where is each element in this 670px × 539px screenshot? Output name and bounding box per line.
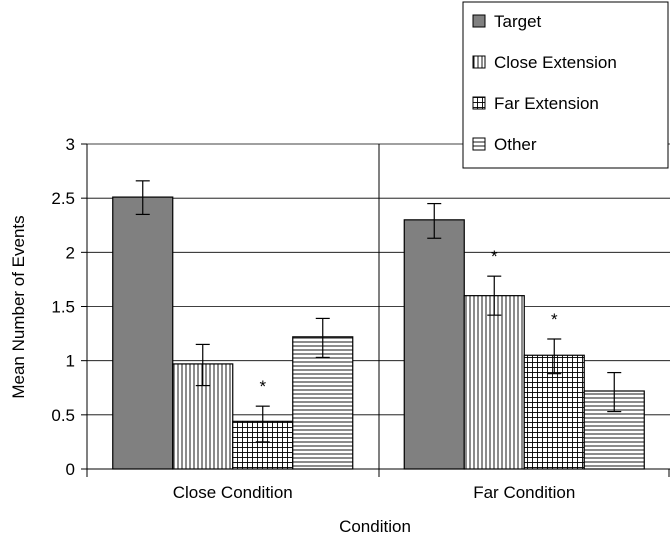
bar bbox=[403, 219, 465, 470]
x-tick-label: Close Condition bbox=[173, 483, 293, 502]
bar bbox=[112, 196, 174, 470]
y-axis-ticks: 0 0.5 1 1.5 2 2.5 3 bbox=[51, 135, 87, 479]
legend-swatch bbox=[472, 137, 486, 151]
significance-marks: * * * bbox=[259, 247, 558, 396]
y-tick-label: 0 bbox=[66, 460, 75, 479]
y-tick-label: 0.5 bbox=[51, 406, 75, 425]
legend-box bbox=[462, 1, 669, 169]
bar bbox=[292, 336, 354, 470]
legend-label: Close Extension bbox=[494, 53, 617, 72]
y-tick-label: 3 bbox=[66, 135, 75, 154]
legend-swatch bbox=[472, 55, 486, 69]
significance-star: * bbox=[491, 247, 498, 266]
bar bbox=[463, 295, 525, 470]
significance-star: * bbox=[551, 310, 558, 329]
legend-label: Far Extension bbox=[494, 94, 599, 113]
x-tick-label: Far Condition bbox=[473, 483, 575, 502]
legend-swatch bbox=[472, 14, 486, 28]
significance-star: * bbox=[259, 377, 266, 396]
x-axis-title: Condition bbox=[339, 517, 411, 536]
bar bbox=[583, 390, 645, 470]
legend-swatch bbox=[472, 96, 486, 110]
y-axis-title: Mean Number of Events bbox=[9, 215, 28, 398]
legend-label: Target bbox=[494, 12, 542, 31]
y-tick-label: 1 bbox=[66, 352, 75, 371]
x-axis-ticks: Close Condition Far Condition bbox=[86, 469, 670, 502]
legend: Target Close Extension Far Extension Other bbox=[462, 1, 669, 169]
y-tick-label: 1.5 bbox=[51, 298, 75, 317]
y-tick-label: 2 bbox=[66, 243, 75, 262]
error-bars bbox=[135, 180, 622, 443]
legend-label: Other bbox=[494, 135, 537, 154]
y-tick-label: 2.5 bbox=[51, 189, 75, 208]
